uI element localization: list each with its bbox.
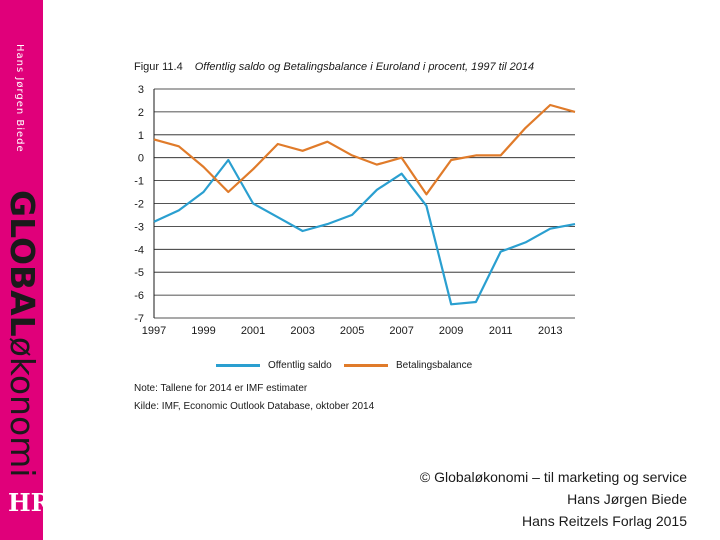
brand-light: økonomi xyxy=(3,336,42,478)
y-tick-label: -1 xyxy=(134,176,144,188)
series-line-offentlig-saldo xyxy=(153,158,576,306)
y-tick-label: 3 xyxy=(138,84,144,96)
y-tick-labels: 3 2 1 0 -1 -2 -3 -4 -5 -6 -7 xyxy=(134,84,144,325)
credit-line-3: Hans Reitzels Forlag 2015 xyxy=(522,513,687,529)
chart-note: Note: Tallene for 2014 er IMF estimater xyxy=(134,383,308,394)
figure-title-text: Offentlig saldo og Betalingsbalance i Eu… xyxy=(194,61,535,73)
brand-bold: GLOBAL xyxy=(3,190,42,337)
credit-line-1: © Globaløkonomi – til marketing og servi… xyxy=(419,469,687,485)
publisher-logo: HR xyxy=(8,488,51,517)
x-tick-label: 2009 xyxy=(439,325,463,337)
legend-item-offentlig-saldo: Offentlig saldo xyxy=(216,360,332,371)
x-tick-label: 2011 xyxy=(489,325,513,337)
legend-label: Betalingsbalance xyxy=(396,360,473,371)
figure-title: Figur 11.4 Offentlig saldo og Betalingsba… xyxy=(134,61,534,73)
y-tick-label: 1 xyxy=(138,130,144,142)
legend-item-betalingsbalance: Betalingsbalance xyxy=(344,360,472,371)
x-tick-label: 1999 xyxy=(191,325,215,337)
y-tick-label: 0 xyxy=(138,153,144,165)
figure-number: Figur 11.4 xyxy=(134,61,183,73)
y-tick-label: -4 xyxy=(134,244,144,256)
y-tick-label: -6 xyxy=(134,290,144,302)
x-tick-label: 2005 xyxy=(340,325,364,337)
x-tick-labels: 1997 1999 2001 2003 2005 2007 2009 2011 2013 xyxy=(142,325,563,337)
x-tick-label: 2003 xyxy=(290,325,314,337)
y-tick-label: -5 xyxy=(134,267,144,279)
series-lines xyxy=(153,103,576,306)
sidebar-author: Hans Jørgen Biede xyxy=(14,44,25,153)
x-tick-label: 2001 xyxy=(241,325,265,337)
legend-swatch-offentlig-saldo xyxy=(216,363,260,367)
y-tick-label: -3 xyxy=(134,221,144,233)
x-tick-label: 1997 xyxy=(142,325,166,337)
x-tick-label: 2007 xyxy=(389,325,413,337)
legend-label: Offentlig saldo xyxy=(268,360,332,371)
series-line-betalingsbalance xyxy=(153,103,576,196)
y-tick-label: -2 xyxy=(134,199,144,211)
y-tick-label: 2 xyxy=(138,107,144,119)
legend-swatch-betalingsbalance xyxy=(344,363,388,367)
credit-line-2: Hans Jørgen Biede xyxy=(567,491,687,507)
y-tick-label: -7 xyxy=(134,313,144,325)
sidebar-brand: GLOBALøkonomi xyxy=(3,190,42,478)
grid-lines xyxy=(153,88,575,319)
sidebar: Hans Jørgen Biede GLOBALøkonomi HR xyxy=(0,0,51,540)
chart-source: Kilde: IMF, Economic Outlook Database, o… xyxy=(134,401,375,412)
x-tick-label: 2013 xyxy=(538,325,562,337)
